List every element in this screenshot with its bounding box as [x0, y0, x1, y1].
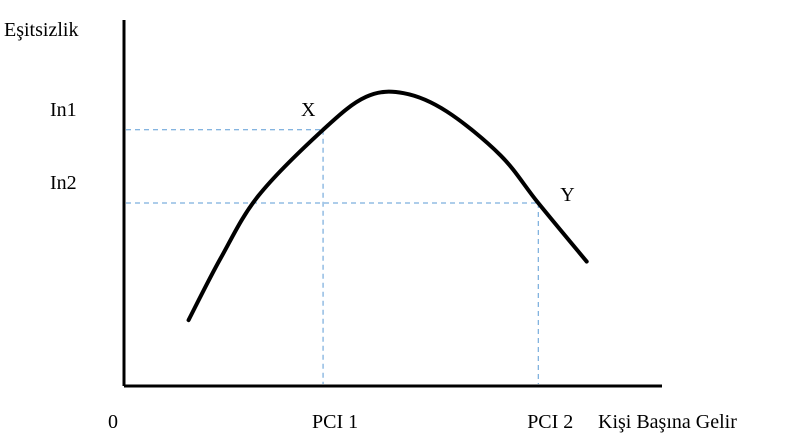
- point-label-y: Y: [560, 184, 574, 206]
- y-tick-label-2: In2: [50, 172, 77, 194]
- x-tick-label-1: PCI 1: [312, 411, 358, 433]
- point-labels: XY: [301, 99, 575, 206]
- origin-label: 0: [108, 411, 118, 433]
- point-label-x: X: [301, 99, 316, 121]
- y-tick-label-1: In1: [50, 99, 77, 121]
- x-axis-label: Kişi Başına Gelir: [598, 411, 737, 433]
- y-tick-labels: In1 In2: [50, 99, 77, 194]
- kuznets-curve: [186, 89, 589, 323]
- x-tick-label-2: PCI 2: [527, 411, 573, 433]
- y-axis-label: Eşitsizlik: [4, 19, 78, 41]
- guide-lines: [126, 129, 539, 384]
- x-tick-labels: PCI 1 PCI 2: [312, 411, 573, 433]
